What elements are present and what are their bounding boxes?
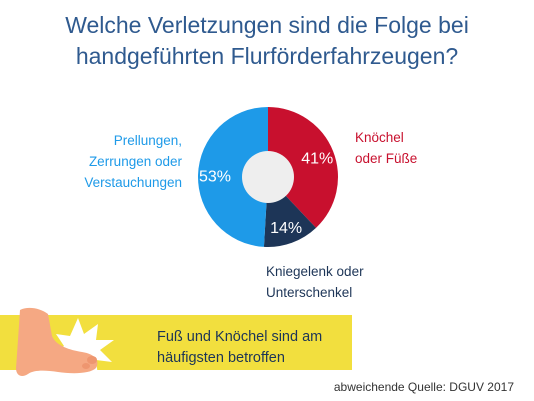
banner-line-1: Fuß und Knöchel sind am	[157, 329, 323, 345]
foot-impact-icon	[16, 307, 114, 380]
legend-label-line: oder Füße	[355, 151, 418, 166]
legend-label-line: Prellungen,	[113, 133, 182, 148]
legend-label-prellungen: Prellungen, Zerrungen oder Verstauchunge…	[84, 130, 182, 193]
donut-hole	[242, 151, 294, 203]
legend-label-line: Unterschenkel	[266, 285, 353, 300]
slice-prellungen	[197, 107, 268, 247]
banner-line-2: häufigsten betroffen	[157, 350, 285, 366]
banner-text: Fuß und Knöchel sind am häufigsten betro…	[157, 327, 322, 369]
chart-title: Welche Verletzungen sind die Folge bei h…	[0, 10, 534, 72]
legend-label-kniegelenk: Kniegelenk oder Unterschenkel	[266, 261, 364, 303]
legend-label-line: Verstauchungen	[84, 175, 182, 190]
legend-label-line: Zerrungen oder	[88, 154, 182, 169]
legend-label-knoechel: Knöchel oder Füße	[355, 127, 417, 169]
legend-label-line: Kniegelenk oder	[266, 264, 364, 279]
slice-knoechel	[268, 107, 339, 228]
legend-label-line: Knöchel	[355, 130, 404, 145]
title-line-2: handgeführten Flurförderfahrzeugen?	[75, 43, 459, 69]
title-line-1: Welche Verletzungen sind die Folge bei	[65, 12, 469, 38]
slice-value-label: 53%	[199, 168, 231, 185]
slice-value-label: 41%	[301, 150, 333, 167]
slice-value-label: 14%	[270, 220, 302, 237]
source-note: abweichende Quelle: DGUV 2017	[333, 380, 514, 394]
